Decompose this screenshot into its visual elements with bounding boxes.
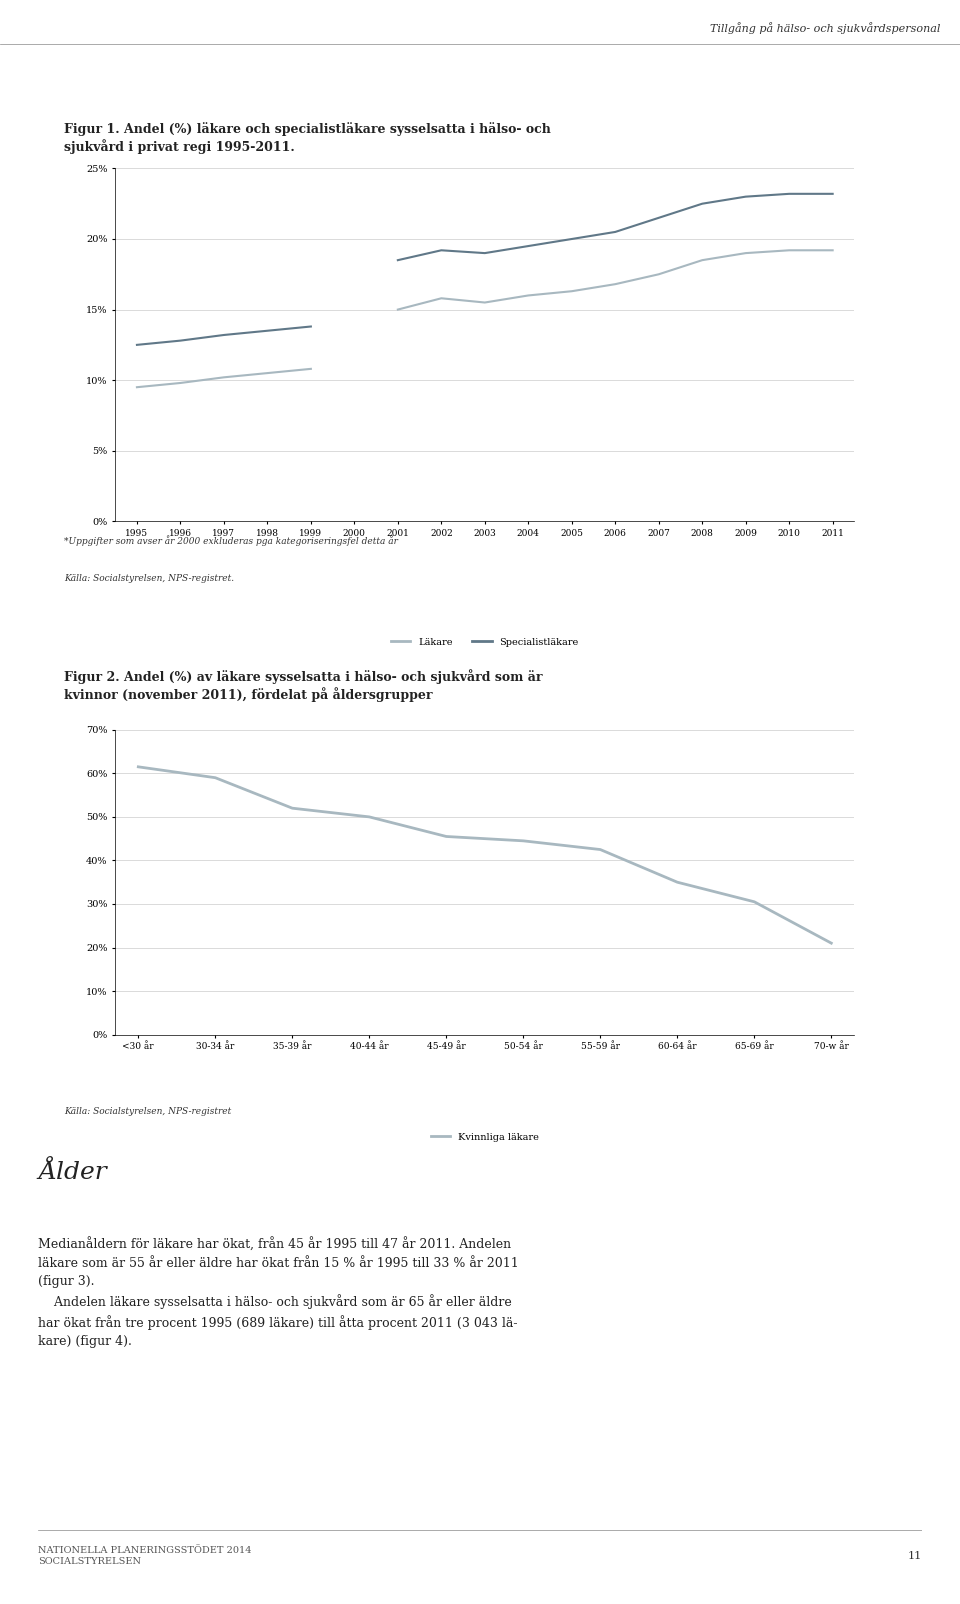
Text: Tillgång på hälso- och sjukvårdspersonal: Tillgång på hälso- och sjukvårdspersonal xyxy=(710,22,941,34)
Text: NATIONELLA PLANERINGSSTÖDET 2014
SOCIALSTYRELSEN: NATIONELLA PLANERINGSSTÖDET 2014 SOCIALS… xyxy=(38,1546,252,1566)
Text: 11: 11 xyxy=(907,1551,922,1561)
Text: Medianåldern för läkare har ökat, från 45 år 1995 till 47 år 2011. Andelen
läkar: Medianåldern för läkare har ökat, från 4… xyxy=(38,1238,519,1347)
Text: Figur 1. Andel (%) läkare och specialistläkare sysselsatta i hälso- och
sjukvård: Figur 1. Andel (%) läkare och specialist… xyxy=(63,122,551,154)
Text: Källa: Socialstyrelsen, NPS-registret: Källa: Socialstyrelsen, NPS-registret xyxy=(63,1107,231,1116)
Legend: Läkare, Specialistläkare: Läkare, Specialistläkare xyxy=(387,634,583,651)
Text: *Uppgifter som avser år 2000 exkluderas pga kategoriseringsfel detta år: *Uppgifter som avser år 2000 exkluderas … xyxy=(63,536,397,545)
Text: Ålder: Ålder xyxy=(38,1161,108,1184)
Text: Källa: Socialstyrelsen, NPS-registret.: Källa: Socialstyrelsen, NPS-registret. xyxy=(63,574,234,584)
Text: Figur 2. Andel (%) av läkare sysselsatta i hälso- och sjukvård som är
kvinnor (n: Figur 2. Andel (%) av läkare sysselsatta… xyxy=(63,669,542,701)
Legend: Kvinnliga läkare: Kvinnliga läkare xyxy=(427,1129,542,1145)
